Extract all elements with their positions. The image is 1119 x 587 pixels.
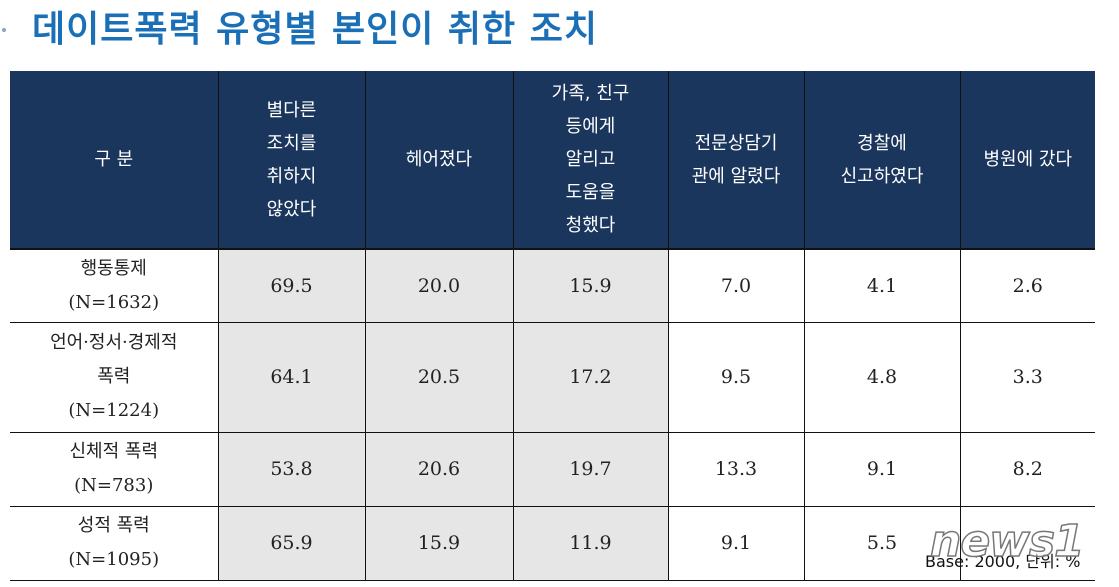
row-label: 성적 폭력 (N=1095) — [10, 506, 219, 581]
cell-value: 20.5 — [364, 322, 514, 433]
cell-value: 9.5 — [667, 322, 805, 433]
table-row: 성적 폭력 (N=1095) 65.9 15.9 11.9 9.1 5.5 — [10, 506, 1095, 581]
row-label: 언어·정서·경제적 폭력 (N=1224) — [10, 322, 219, 433]
cell-value: 20.6 — [364, 432, 514, 507]
table-row: 신체적 폭력 (N=783) 53.8 20.6 19.7 13.3 9.1 8… — [10, 432, 1095, 507]
cell-value: 2.6 — [959, 249, 1095, 323]
header-reported-police: 경찰에 신고하였다 — [803, 71, 961, 250]
row-label: 신체적 폭력 (N=783) — [10, 432, 219, 507]
cell-value: 15.9 — [512, 249, 669, 323]
table-header-row: 구 분 별다른 조치를 취하지 않았다 헤어졌다 가족, 친구 등에게 알리고 … — [10, 71, 1095, 250]
cell-value: 19.7 — [512, 432, 669, 507]
cell-value: 65.9 — [217, 506, 366, 581]
cell-value: 8.2 — [959, 432, 1095, 507]
cell-value: 7.0 — [667, 249, 805, 323]
cell-value: 4.1 — [803, 249, 961, 323]
cell-value: 20.0 — [364, 249, 514, 323]
cell-value: 9.1 — [667, 506, 805, 581]
cell-value: 17.2 — [512, 322, 669, 433]
cell-value: 53.8 — [217, 432, 366, 507]
cell-value: 69.5 — [217, 249, 366, 323]
header-broke-up: 헤어졌다 — [364, 71, 514, 250]
header-told-family-friends: 가족, 친구 등에게 알리고 도움을 청했다 — [512, 71, 669, 250]
cell-value: 15.9 — [364, 506, 514, 581]
header-went-hospital: 병원에 갔다 — [959, 71, 1095, 250]
data-table: 구 분 별다른 조치를 취하지 않았다 헤어졌다 가족, 친구 등에게 알리고 … — [10, 71, 1095, 581]
cell-value: 11.9 — [512, 506, 669, 581]
cell-value: 13.3 — [667, 432, 805, 507]
header-no-action: 별다른 조치를 취하지 않았다 — [217, 71, 366, 250]
header-counseling-agency: 전문상담기 관에 알렸다 — [667, 71, 805, 250]
footnote: Base: 2000, 단위: % — [925, 552, 1081, 571]
cell-value: 64.1 — [217, 322, 366, 433]
page-title: 데이트폭력 유형별 본인이 취한 조치 — [32, 9, 598, 50]
cell-value: 3.3 — [959, 322, 1095, 433]
bullet-marker — [2, 28, 6, 32]
cell-value — [959, 506, 1095, 581]
cell-value: 4.8 — [803, 322, 961, 433]
row-label: 행동통제 (N=1632) — [10, 249, 219, 323]
news1-watermark-logo: news1 — [929, 515, 1085, 568]
table-row: 언어·정서·경제적 폭력 (N=1224) 64.1 20.5 17.2 9.5… — [10, 322, 1095, 433]
cell-value: 9.1 — [803, 432, 961, 507]
header-category: 구 분 — [10, 71, 219, 250]
table-row: 행동통제 (N=1632) 69.5 20.0 15.9 7.0 4.1 2.6 — [10, 249, 1095, 323]
